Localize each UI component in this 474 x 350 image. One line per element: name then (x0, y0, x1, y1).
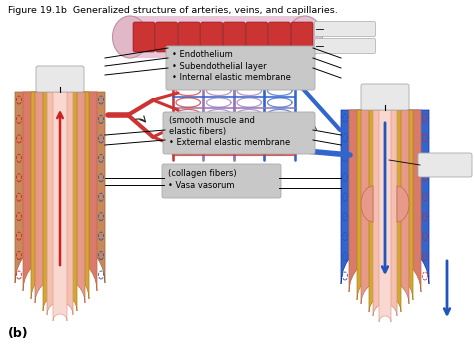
Polygon shape (373, 110, 397, 316)
FancyBboxPatch shape (133, 22, 155, 52)
FancyBboxPatch shape (166, 46, 315, 90)
Polygon shape (35, 92, 85, 303)
Text: (collagen fibers): (collagen fibers) (168, 169, 237, 178)
FancyBboxPatch shape (315, 21, 375, 36)
FancyBboxPatch shape (418, 153, 472, 177)
Ellipse shape (288, 16, 322, 58)
FancyBboxPatch shape (315, 38, 375, 54)
Text: • Endothelium: • Endothelium (172, 50, 233, 60)
Polygon shape (53, 92, 67, 321)
Polygon shape (47, 92, 73, 315)
FancyBboxPatch shape (155, 22, 178, 52)
Text: • Internal elastic membrane: • Internal elastic membrane (172, 73, 291, 82)
Polygon shape (379, 110, 391, 322)
FancyBboxPatch shape (178, 22, 200, 52)
Polygon shape (397, 186, 409, 222)
Text: • Subendothelial layer: • Subendothelial layer (172, 62, 266, 71)
Text: (b): (b) (8, 327, 28, 340)
FancyBboxPatch shape (36, 66, 84, 92)
Polygon shape (349, 110, 421, 292)
Polygon shape (369, 110, 401, 312)
FancyBboxPatch shape (162, 164, 281, 198)
Text: • External elastic membrane: • External elastic membrane (169, 138, 290, 147)
Polygon shape (23, 92, 97, 291)
Ellipse shape (112, 16, 147, 58)
FancyBboxPatch shape (163, 112, 315, 154)
Polygon shape (361, 110, 409, 304)
Polygon shape (341, 110, 429, 284)
FancyBboxPatch shape (268, 22, 291, 52)
Polygon shape (361, 186, 373, 222)
Text: (smooth muscle and: (smooth muscle and (169, 116, 255, 125)
FancyBboxPatch shape (246, 22, 268, 52)
FancyBboxPatch shape (201, 22, 223, 52)
Polygon shape (43, 92, 77, 311)
FancyBboxPatch shape (361, 84, 409, 110)
Text: • Vasa vasorum: • Vasa vasorum (168, 181, 235, 190)
Text: Figure 19.1b  Generalized structure of arteries, veins, and capillaries.: Figure 19.1b Generalized structure of ar… (8, 6, 338, 15)
Polygon shape (15, 92, 105, 283)
Polygon shape (357, 110, 413, 300)
Bar (130, 16, 305, 58)
Polygon shape (31, 92, 89, 299)
FancyBboxPatch shape (291, 22, 313, 52)
Text: elastic fibers): elastic fibers) (169, 127, 226, 136)
FancyBboxPatch shape (223, 22, 245, 52)
